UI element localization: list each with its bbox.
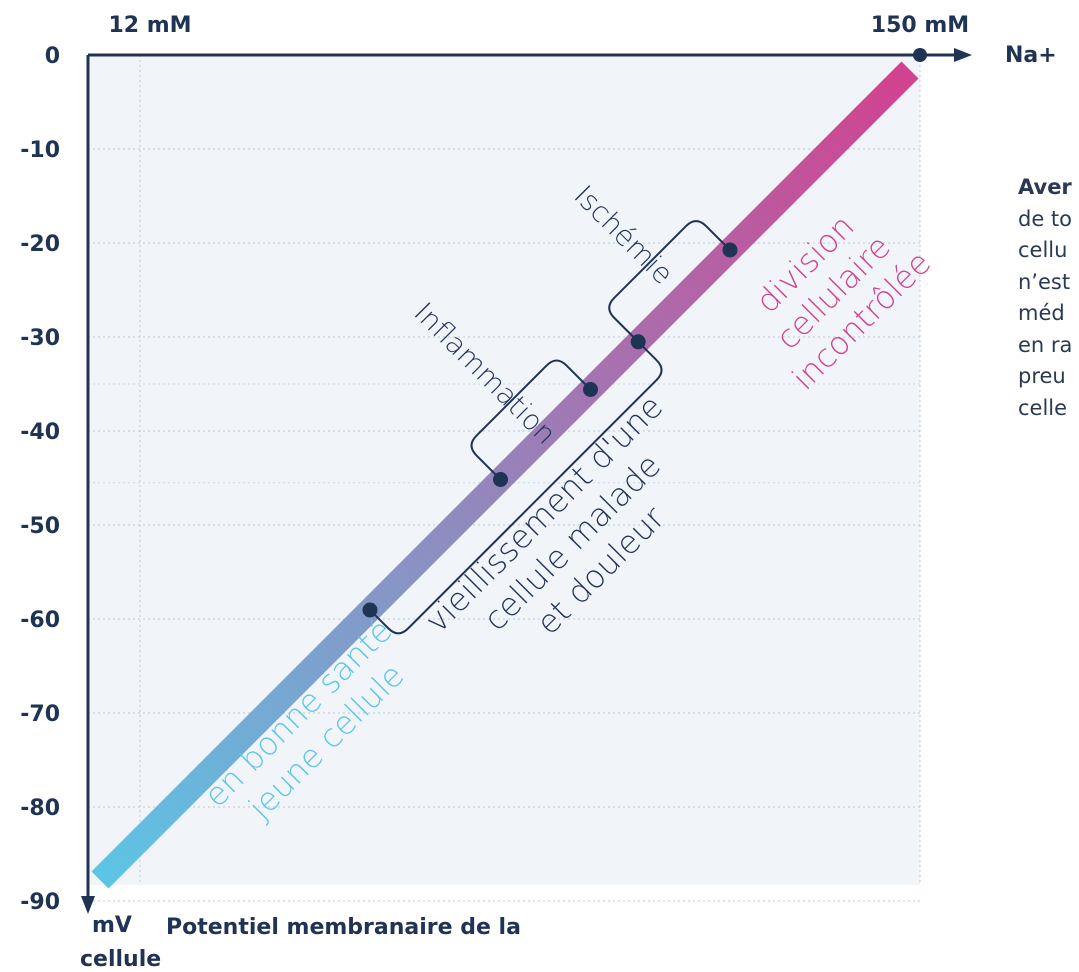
bracket-1	[608, 220, 731, 343]
y-tick-label: -40	[20, 420, 60, 445]
y-tick-label: -10	[20, 138, 60, 163]
y-axis-title-box: Potentiel membranaire de la cellule	[80, 915, 521, 972]
data-point	[722, 242, 738, 258]
side-note-line: en ra	[1018, 332, 1073, 357]
data-point	[630, 334, 646, 350]
data-point	[362, 602, 378, 618]
side-note-line: de to	[1018, 206, 1073, 231]
data-point	[493, 472, 508, 487]
brackets	[369, 220, 731, 635]
y-tick-labels: 0 -10 -20 -30 -40 -50 -60 -70 -80 -90	[20, 44, 60, 915]
y-tick-label: -30	[20, 326, 60, 351]
top-axis-unit-label: Na+	[1005, 43, 1057, 68]
top-start-label: 12 mM	[108, 13, 191, 38]
side-note: Aver de to cellu n’est méd en ra preu ce…	[1018, 172, 1079, 424]
y-tick-label: -20	[20, 232, 60, 257]
y-axis-title: Potentiel membranaire de la cellule	[80, 915, 521, 972]
side-note-line: cellu	[1018, 238, 1068, 262]
side-note-line: preu	[1018, 364, 1066, 388]
top-end-label: 150 mM	[871, 13, 969, 38]
y-tick-label: -50	[20, 514, 60, 539]
bracket-0	[470, 359, 592, 481]
data-point	[583, 382, 598, 397]
side-note-lead: Aver	[1018, 175, 1072, 199]
y-tick-label: -70	[20, 702, 60, 727]
y-axis-arrow	[81, 896, 95, 914]
x-axis-arrow	[954, 48, 972, 62]
y-tick-label: -60	[20, 608, 60, 633]
y-axis-unit: mV	[92, 913, 132, 938]
side-note-line: méd	[1018, 301, 1065, 325]
y-tick-label: -80	[20, 796, 60, 821]
y-tick-label: 0	[45, 44, 60, 69]
data-points	[362, 48, 927, 618]
side-note-line: n’est	[1018, 269, 1071, 294]
side-note-line: celle	[1018, 395, 1068, 420]
y-tick-label: -90	[20, 890, 60, 915]
aging-bracket	[369, 341, 663, 635]
